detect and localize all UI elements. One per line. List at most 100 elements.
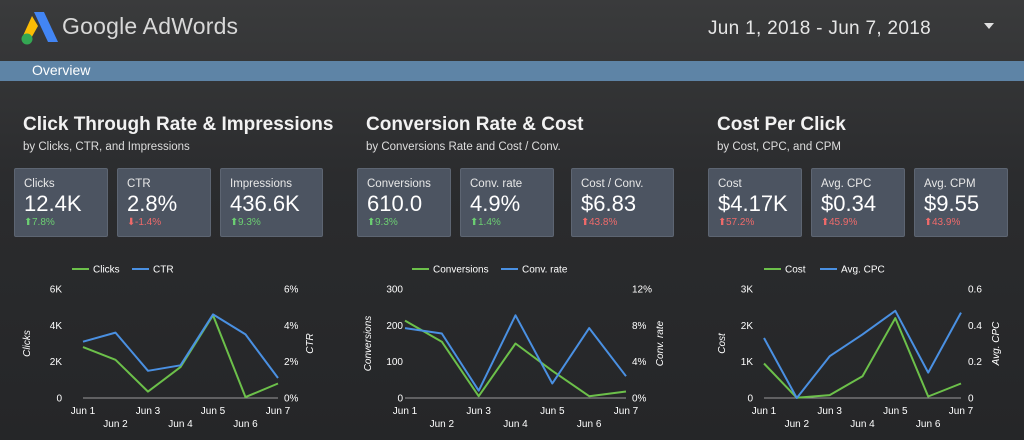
- series-line: [404, 319, 627, 398]
- legend-label: Avg. CPC: [841, 265, 885, 276]
- kpi-change: ⬆43.9%: [924, 217, 961, 228]
- kpi-value: $9.55: [924, 191, 980, 216]
- arrow-up-icon: ⬆: [718, 217, 727, 228]
- x-tick-label: Jun 6: [916, 419, 941, 430]
- kpi-card-avg-cpc[interactable]: Avg. CPC $0.34 ⬆45.9%: [811, 168, 905, 237]
- x-tick-label: Jun 7: [614, 406, 639, 417]
- kpi-card-impressions[interactable]: Impressions 436.6K ⬆9.3%: [220, 168, 323, 237]
- kpi-card-clicks[interactable]: Clicks 12.4K ⬆7.8%: [14, 168, 108, 237]
- right-tick-label: 2%: [284, 357, 299, 368]
- kpi-label: Conversions: [367, 178, 431, 190]
- left-tick-label: 0: [397, 394, 403, 405]
- x-tick-label: Jun 5: [540, 406, 565, 417]
- left-tick-label: 2K: [50, 357, 63, 368]
- right-tick-label: 6%: [284, 285, 299, 296]
- kpi-label: Conv. rate: [470, 178, 523, 190]
- x-tick-label: Jun 4: [503, 419, 528, 430]
- legend-label: Conv. rate: [522, 265, 568, 276]
- kpi-value: 12.4K: [24, 191, 82, 216]
- left-tick-label: 0: [747, 394, 753, 405]
- kpi-label: Avg. CPC: [821, 178, 872, 190]
- section-subtitle-ctr: by Clicks, CTR, and Impressions: [23, 141, 190, 153]
- nav-bar: Overview: [0, 61, 1024, 81]
- right-tick-label: 4%: [284, 321, 299, 332]
- right-tick-label: 0.6: [968, 285, 982, 296]
- right-tick-label: 8%: [632, 321, 647, 332]
- brand-name: Google AdWords: [62, 13, 239, 39]
- left-tick-label: 2K: [741, 321, 754, 332]
- x-tick-label: Jun 2: [785, 419, 810, 430]
- legend-label: Conversions: [433, 265, 489, 276]
- right-axis-title: Avg. CPC: [991, 321, 1002, 366]
- arrow-up-icon: ⬆: [230, 217, 239, 228]
- kpi-change: ⬆9.3%: [367, 217, 398, 228]
- x-tick-label: Jun 5: [201, 406, 226, 417]
- kpi-card-ctr[interactable]: CTR 2.8% ⬇-1.4%: [117, 168, 211, 237]
- x-tick-label: Jun 5: [883, 406, 908, 417]
- kpi-card-conversions[interactable]: Conversions 610.0 ⬆9.3%: [357, 168, 451, 237]
- left-axis-title: Conversions: [363, 316, 374, 372]
- arrow-up-icon: ⬆: [24, 217, 33, 228]
- legend-label: Cost: [785, 265, 806, 276]
- series-line: [763, 317, 962, 399]
- x-tick-label: Jun 4: [850, 419, 875, 430]
- kpi-label: Cost: [718, 178, 742, 190]
- section-title-cpc: Cost Per Click: [717, 114, 846, 135]
- left-axis-title: Clicks: [22, 330, 33, 357]
- section-subtitle-conversion: by Conversions Rate and Cost / Conv.: [366, 141, 561, 153]
- kpi-value: 610.0: [367, 191, 423, 216]
- x-tick-label: Jun 2: [430, 419, 455, 430]
- kpi-label: CTR: [127, 178, 151, 190]
- right-tick-label: 0%: [632, 394, 647, 405]
- kpi-change: ⬆1.4%: [470, 217, 501, 228]
- left-tick-label: 4K: [50, 321, 63, 332]
- kpi-label: Impressions: [230, 178, 292, 190]
- x-tick-label: Jun 1: [752, 406, 777, 417]
- kpi-card-cost-per-conv[interactable]: Cost / Conv. $6.83 ⬆43.8%: [571, 168, 674, 237]
- chevron-down-icon[interactable]: [982, 20, 996, 32]
- x-tick-label: Jun 6: [233, 419, 258, 430]
- kpi-value: 2.8%: [127, 191, 178, 216]
- x-tick-label: Jun 3: [136, 406, 161, 417]
- kpi-value: $0.34: [821, 191, 877, 216]
- series-line: [82, 313, 279, 379]
- x-tick-label: Jun 2: [103, 419, 128, 430]
- right-tick-label: 0: [968, 394, 974, 405]
- arrow-up-icon: ⬆: [821, 217, 830, 228]
- section-title-ctr: Click Through Rate & Impressions: [23, 114, 334, 135]
- date-range-selector[interactable]: Jun 1, 2018 - Jun 7, 2018: [708, 18, 931, 39]
- left-tick-label: 0: [56, 394, 62, 405]
- legend-label: Clicks: [93, 265, 120, 276]
- kpi-label: Avg. CPM: [924, 178, 976, 190]
- kpi-card-avg-cpm[interactable]: Avg. CPM $9.55 ⬆43.9%: [914, 168, 1008, 237]
- x-tick-label: Jun 7: [949, 406, 974, 417]
- kpi-card-cost[interactable]: Cost $4.17K ⬆57.2%: [708, 168, 802, 237]
- kpi-change: ⬆57.2%: [718, 217, 755, 228]
- x-tick-label: Jun 4: [168, 419, 193, 430]
- kpi-value: 436.6K: [230, 191, 300, 216]
- kpi-change: ⬆9.3%: [230, 217, 261, 228]
- kpi-value: $4.17K: [718, 191, 788, 216]
- tab-overview[interactable]: Overview: [32, 62, 91, 78]
- arrow-up-icon: ⬆: [924, 217, 933, 228]
- left-tick-label: 300: [386, 285, 403, 296]
- series-line: [82, 314, 279, 399]
- right-axis-title: CTR: [305, 333, 316, 354]
- chart-conversions-rate: 0 100 200 300 0% 4% 8% 12% Conversions Conv. rate…: [363, 265, 666, 431]
- left-tick-label: 100: [386, 357, 403, 368]
- header: Google AdWords Jun 1, 2018 - Jun 7, 2018: [0, 0, 1024, 60]
- left-axis-title: Cost: [717, 332, 728, 354]
- kpi-change: ⬆45.9%: [821, 217, 858, 228]
- kpi-card-conv-rate[interactable]: Conv. rate 4.9% ⬆1.4%: [460, 168, 554, 237]
- arrow-up-icon: ⬆: [367, 217, 376, 228]
- kpi-label: Clicks: [24, 178, 55, 190]
- x-tick-label: Jun 3: [817, 406, 842, 417]
- x-tick-label: Jun 1: [71, 406, 96, 417]
- left-tick-label: 1K: [741, 357, 754, 368]
- section-subtitle-cpc: by Cost, CPC, and CPM: [717, 141, 841, 153]
- right-tick-label: 4%: [632, 357, 647, 368]
- chart-clicks-ctr: 0 2K 4K 6K 0% 2% 4% 6% Clicks CTR Jun 1 Jun 2 Jun 3 J…: [22, 265, 316, 431]
- arrow-up-icon: ⬆: [581, 217, 590, 228]
- kpi-change: ⬆7.8%: [24, 217, 55, 228]
- right-axis-title: Conv. rate: [655, 320, 666, 366]
